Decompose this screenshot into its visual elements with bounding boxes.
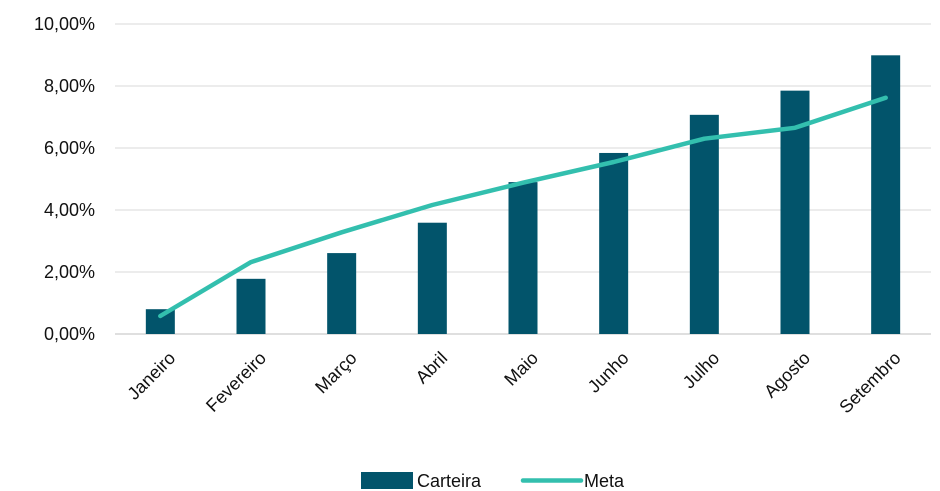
carteira-bars — [145, 55, 901, 335]
x-tick-label: Maio — [500, 348, 542, 390]
y-tick-label: 0,00% — [44, 324, 95, 344]
legend-carteira-label: Carteira — [417, 471, 482, 491]
bar-carteira — [327, 253, 357, 334]
y-tick-label: 6,00% — [44, 138, 95, 158]
x-tick-label: Julho — [679, 348, 724, 393]
x-tick-label: Setembro — [835, 348, 904, 417]
x-tick-label: Fevereiro — [202, 348, 270, 416]
x-tick-label: Abril — [412, 348, 452, 388]
y-tick-label: 4,00% — [44, 200, 95, 220]
x-tick-label: Janeiro — [123, 348, 179, 404]
legend-carteira-swatch — [361, 472, 413, 489]
bar-carteira — [689, 114, 719, 334]
bar-carteira — [599, 152, 629, 334]
x-tick-label: Agosto — [760, 348, 814, 402]
y-axis-tick-labels: 0,00% 2,00% 4,00% 6,00% 8,00% 10,00% — [34, 14, 95, 344]
x-axis-tick-labels: Janeiro Fevereiro Março Abril Maio Junho Julho… — [123, 348, 904, 417]
bar-carteira — [508, 182, 538, 334]
legend: Carteira Meta — [361, 471, 625, 491]
bar-carteira — [417, 222, 447, 334]
y-tick-label: 10,00% — [34, 14, 95, 34]
line-meta — [158, 95, 888, 319]
x-tick-label: Março — [311, 348, 361, 398]
legend-meta-label: Meta — [584, 471, 625, 491]
bar-carteira — [236, 278, 266, 334]
x-tick-label: Junho — [584, 348, 633, 397]
meta-line — [158, 95, 888, 319]
y-tick-label: 8,00% — [44, 76, 95, 96]
y-tick-label: 2,00% — [44, 262, 95, 282]
bar-carteira — [145, 309, 175, 334]
